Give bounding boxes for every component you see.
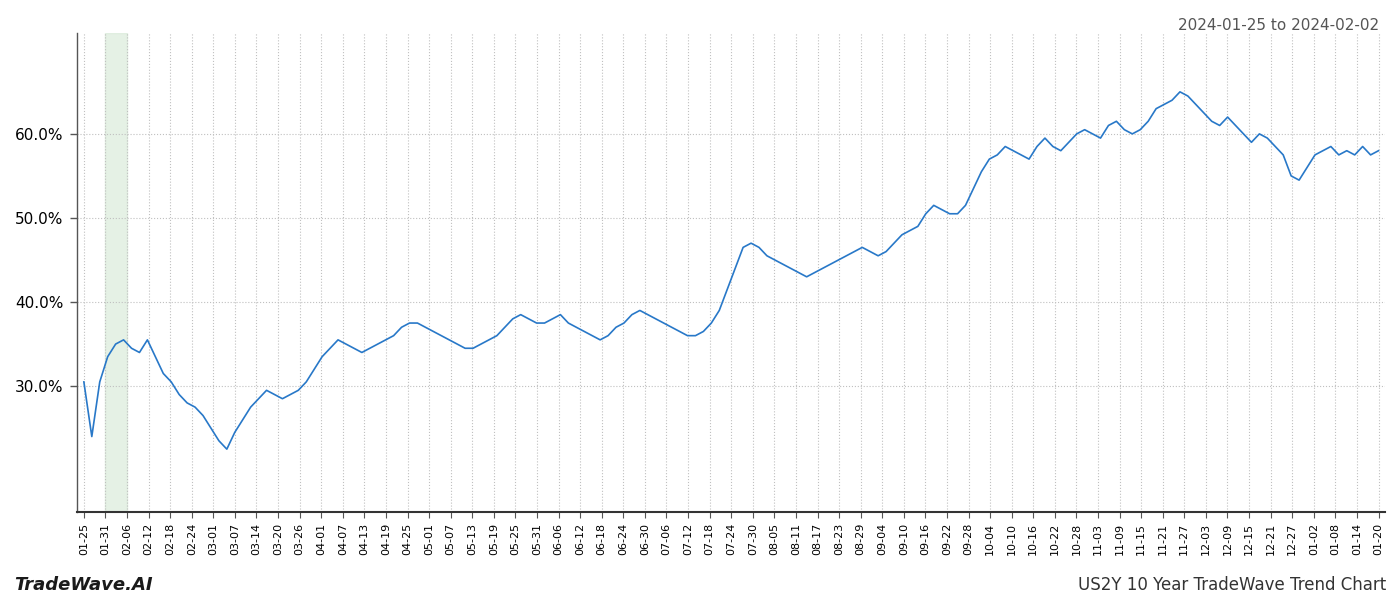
Text: TradeWave.AI: TradeWave.AI xyxy=(14,576,153,594)
Bar xyxy=(105,33,127,512)
Text: 2024-01-25 to 2024-02-02: 2024-01-25 to 2024-02-02 xyxy=(1177,18,1379,33)
Text: US2Y 10 Year TradeWave Trend Chart: US2Y 10 Year TradeWave Trend Chart xyxy=(1078,576,1386,594)
